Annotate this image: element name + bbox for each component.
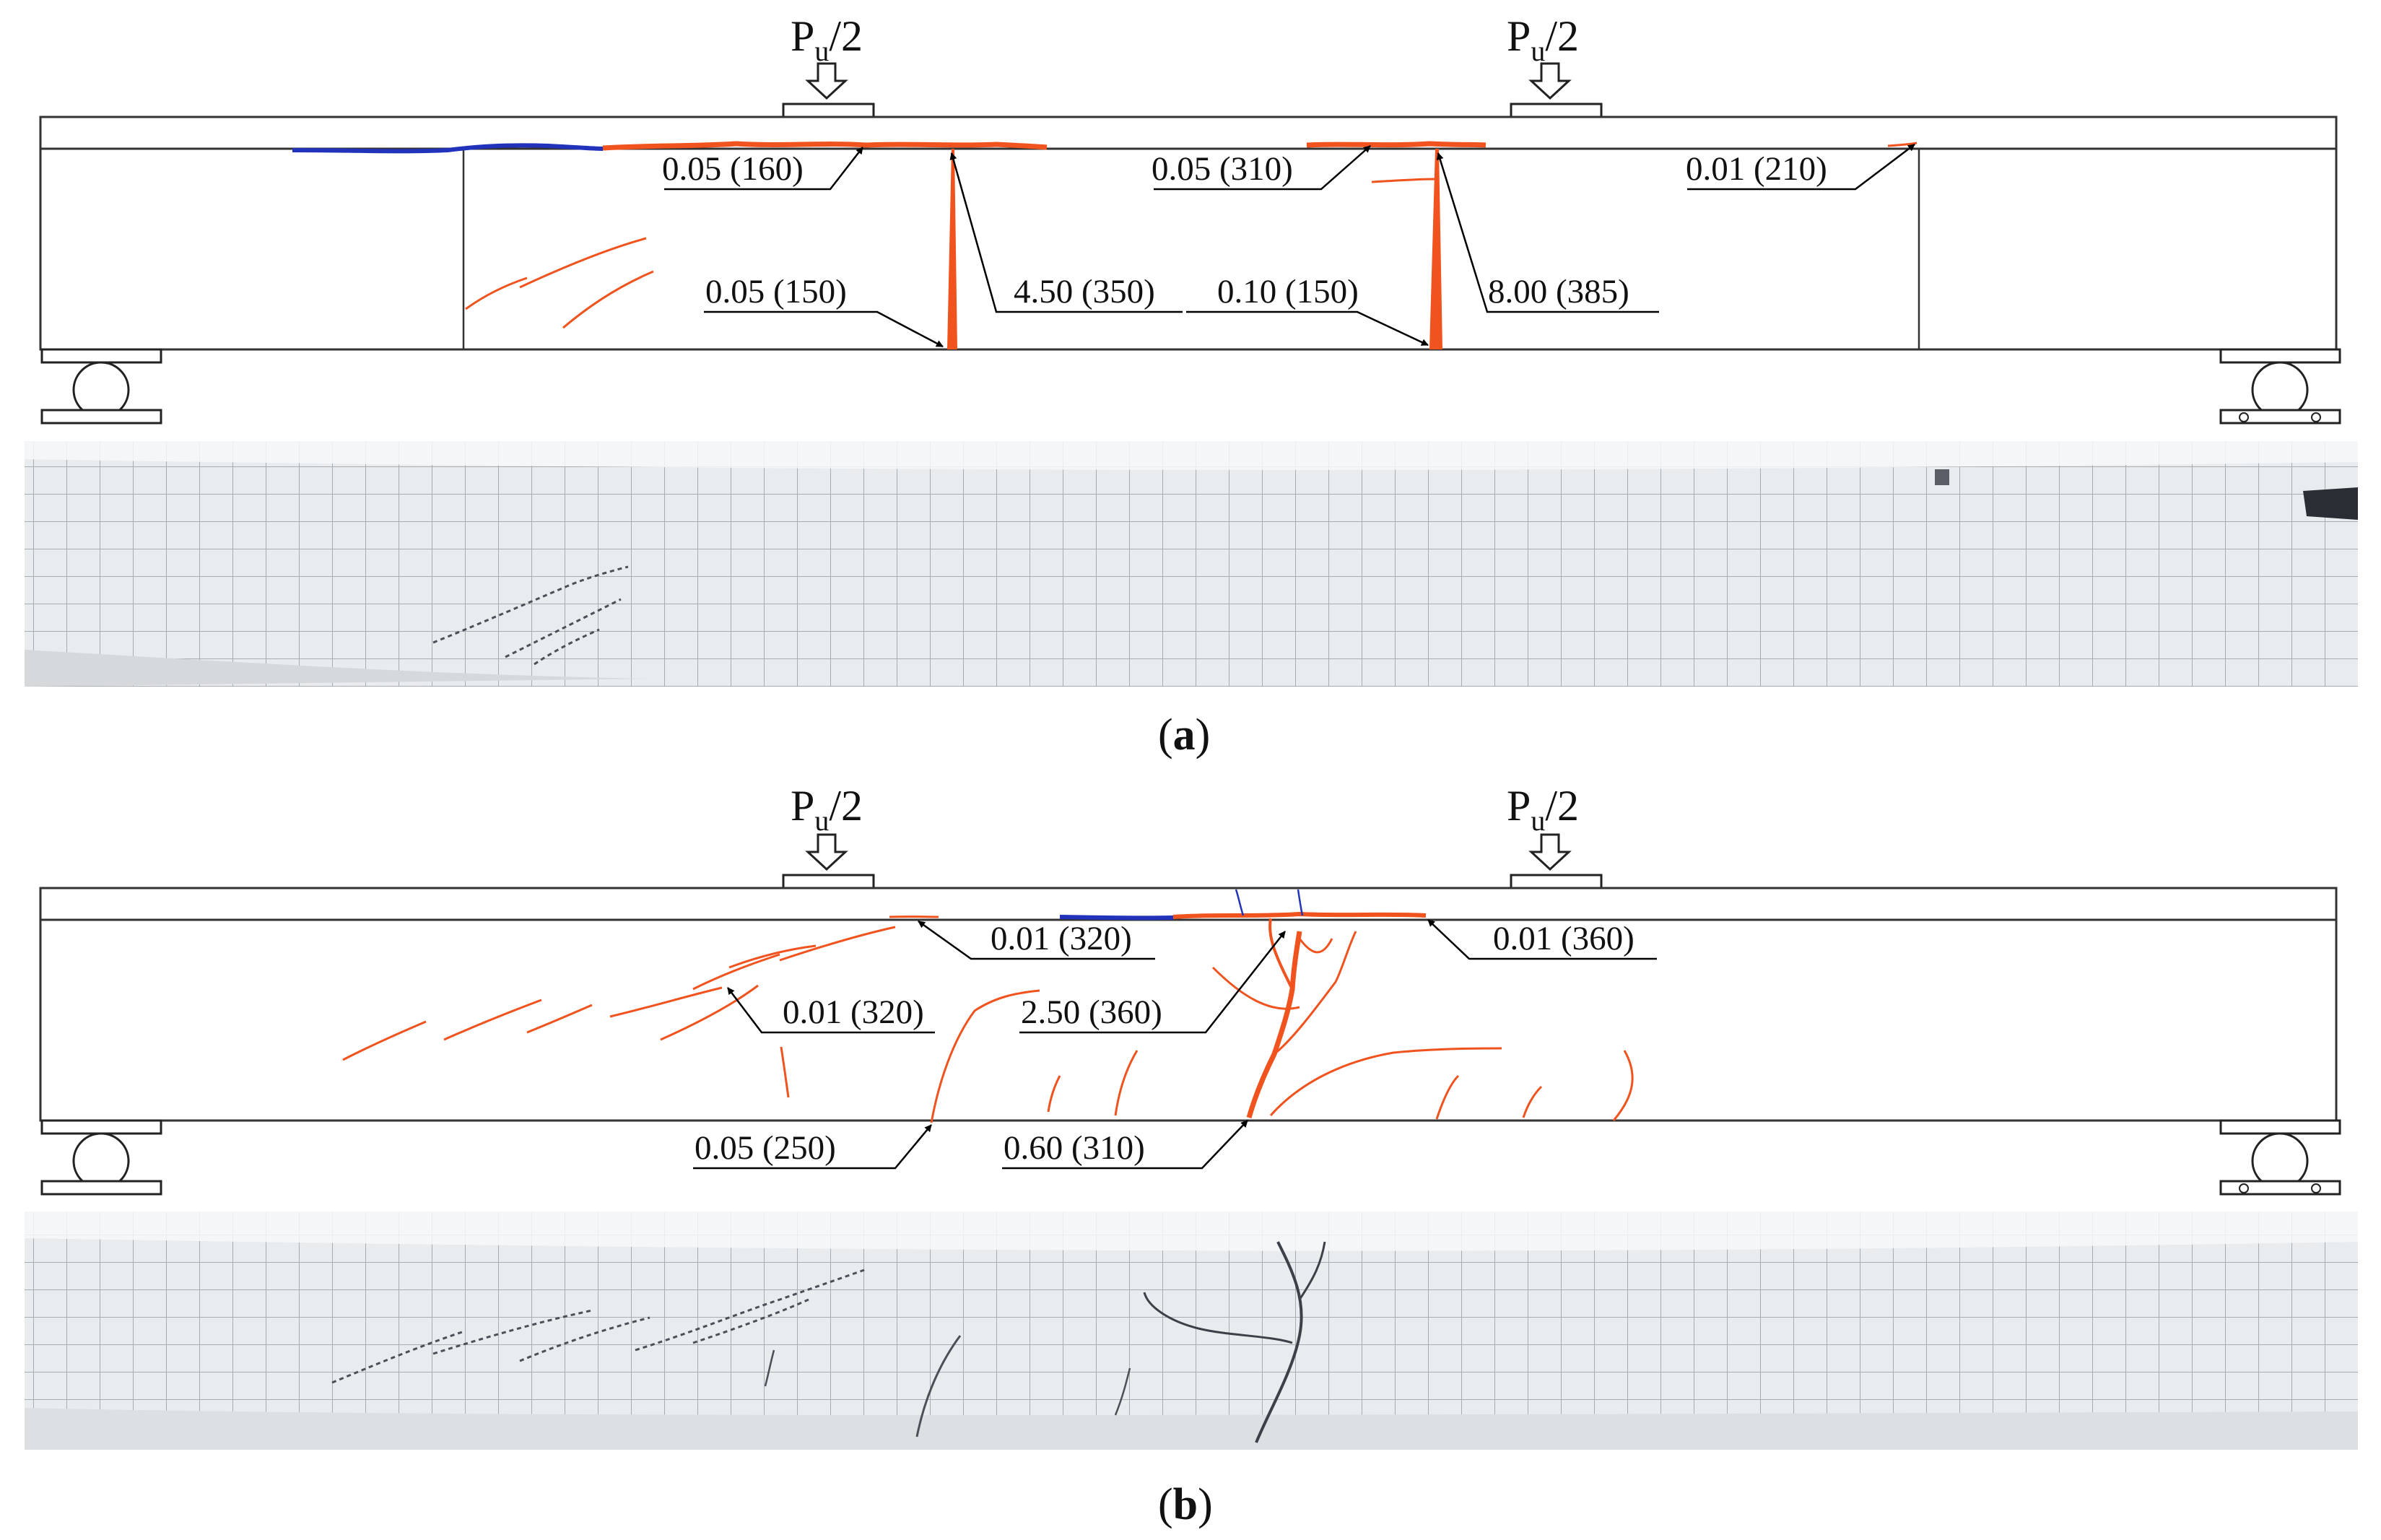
- crack-width-label: 0.60 (310): [1004, 1129, 1145, 1167]
- svg-text:(a): (a): [1158, 710, 1210, 760]
- main-crack: [1429, 149, 1442, 349]
- load-symbol: P: [791, 782, 814, 830]
- main-crack: [1211, 966, 1300, 1010]
- flange-crack: [1172, 911, 1427, 919]
- load-tail: /2: [829, 782, 863, 830]
- load-plate: [782, 874, 875, 889]
- load-plate: [782, 103, 875, 118]
- main-crack: [1274, 931, 1357, 1056]
- load-subscript: u: [1531, 804, 1545, 837]
- load-tail: /2: [1545, 12, 1579, 60]
- svg-text:Pu/2: Pu/2: [791, 782, 863, 837]
- shear-cracks-b: [342, 926, 1634, 1123]
- caption-close: ): [1198, 1480, 1213, 1529]
- crack-width-label: 0.01 (320): [991, 920, 1132, 957]
- panel-a: Pu/2 Pu/2: [25, 12, 2358, 760]
- leaders-a: [664, 144, 1915, 348]
- load-left-b: Pu/2: [782, 782, 875, 889]
- load-subscript: u: [814, 35, 829, 67]
- load-plate: [1510, 103, 1603, 118]
- flange-crack: [1297, 889, 1304, 916]
- crack-width-label: 0.05 (250): [695, 1129, 836, 1167]
- beam-outline-b: [39, 887, 2338, 1122]
- crack-width-label: 0.05 (150): [705, 273, 847, 310]
- crack-width-label: 0.01 (210): [1686, 150, 1827, 188]
- load-tail: /2: [1545, 782, 1579, 830]
- flange-crack: [602, 141, 1048, 151]
- crack-width-label: 0.10 (150): [1217, 273, 1359, 310]
- main-crack: [1246, 931, 1302, 1118]
- crushing-zone-a: [292, 143, 604, 154]
- support-left-a: [40, 348, 162, 425]
- load-arrow-icon: [1528, 62, 1572, 100]
- panel-b: Pu/2 Pu/2: [25, 782, 2358, 1529]
- load-arrow-icon: [805, 833, 848, 871]
- caption-open: (: [1158, 1480, 1173, 1529]
- support-left-b: [40, 1119, 162, 1196]
- load-right-b: Pu/2: [1507, 782, 1603, 889]
- load-symbol: P: [1507, 782, 1531, 830]
- svg-text:Pu/2: Pu/2: [1507, 12, 1579, 67]
- caption-open: (: [1158, 710, 1173, 760]
- caption-letter-a: a: [1173, 710, 1196, 760]
- crack-width-label: 2.50 (360): [1021, 993, 1162, 1031]
- main-crack: [1298, 938, 1333, 954]
- flange-crack: [1887, 142, 1918, 147]
- shear-crack: [562, 270, 654, 329]
- shear-crack: [465, 277, 528, 310]
- main-crack: [947, 149, 957, 349]
- beam-photo-b: [25, 1211, 2358, 1450]
- support-right-b: [2219, 1119, 2341, 1196]
- load-subscript: u: [814, 804, 829, 837]
- load-symbol: P: [1507, 12, 1531, 60]
- flange-crack: [1306, 141, 1487, 148]
- caption-letter-b: b: [1173, 1480, 1198, 1529]
- beam-photo-a: [25, 441, 2358, 687]
- crack-width-label: 8.00 (385): [1488, 273, 1629, 310]
- load-right-a: Pu/2: [1507, 12, 1603, 118]
- crack-width-label: 0.01 (320): [783, 993, 924, 1031]
- load-tail: /2: [829, 12, 863, 60]
- main-crack: [1269, 1047, 1502, 1116]
- load-arrow-icon: [1528, 833, 1572, 871]
- load-subscript: u: [1531, 35, 1545, 67]
- svg-text:Pu/2: Pu/2: [1507, 782, 1579, 837]
- load-plate: [1510, 874, 1603, 889]
- crack-width-label: 0.05 (310): [1152, 150, 1293, 188]
- crack-width-label: 0.05 (160): [662, 150, 804, 188]
- flange-crack: [1371, 178, 1437, 183]
- caption-close: ): [1196, 710, 1211, 760]
- svg-text:Pu/2: Pu/2: [791, 12, 863, 67]
- flange-crack: [1235, 889, 1245, 916]
- beam-outline-a: [39, 116, 2338, 351]
- shear-crack: [519, 237, 647, 289]
- crack-width-label: 0.01 (360): [1493, 920, 1635, 957]
- leaders-b: [693, 919, 1657, 1170]
- load-left-a: Pu/2: [782, 12, 875, 118]
- load-symbol: P: [791, 12, 814, 60]
- load-arrow-icon: [805, 62, 848, 100]
- crushing-zone-b: [1059, 915, 1174, 921]
- crack-width-label: 4.50 (350): [1014, 273, 1155, 310]
- support-right-a: [2219, 348, 2341, 425]
- main-crack: [1268, 918, 1294, 990]
- svg-text:(b): (b): [1158, 1480, 1213, 1529]
